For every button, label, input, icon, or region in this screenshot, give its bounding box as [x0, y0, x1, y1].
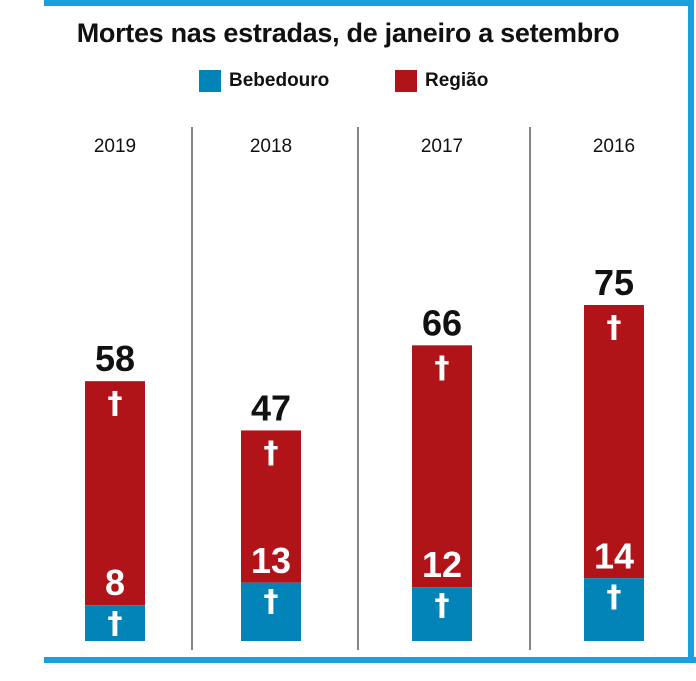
bar-bebedouro-2017 [412, 587, 472, 641]
frame-bottom-border [44, 657, 696, 663]
total-label-2018: 47 [251, 387, 291, 428]
dagger-icon: † [108, 606, 123, 641]
bebedouro-label-2016: 14 [594, 535, 634, 576]
bebedouro-label-2019: 8 [105, 562, 125, 603]
frame-top-border [44, 0, 694, 6]
bar-bebedouro-2019 [85, 605, 145, 641]
legend-swatch-bebedouro [199, 70, 221, 92]
legend-label-regiao: Região [425, 70, 489, 91]
dagger-icon: † [435, 588, 450, 623]
dagger-icon: † [264, 584, 279, 619]
bar-regiao-2019 [85, 381, 145, 606]
total-label-2017: 66 [422, 302, 462, 343]
total-label-2019: 58 [95, 338, 135, 379]
year-label-2016: 2016 [593, 136, 635, 157]
legend-swatch-regiao [395, 70, 417, 92]
year-label-2018: 2018 [250, 136, 292, 157]
bar-bebedouro-2016 [584, 578, 644, 641]
dagger-icon: † [435, 350, 450, 385]
dagger-icon: † [108, 386, 123, 421]
legend-label-bebedouro: Bebedouro [229, 70, 330, 91]
bar-regiao-2018 [241, 430, 301, 583]
bebedouro-label-2017: 12 [422, 544, 462, 585]
legend-item-bebedouro: Bebedouro [199, 70, 329, 92]
bebedouro-label-2018: 13 [251, 540, 291, 581]
dagger-icon: † [607, 310, 622, 345]
chart-title: Mortes nas estradas, de janeiro a setemb… [76, 18, 620, 48]
bar-bebedouro-2018 [241, 582, 301, 641]
bar-regiao-2016 [584, 305, 644, 579]
dagger-icon: † [607, 579, 622, 614]
frame-right-border [688, 0, 694, 663]
year-label-2017: 2017 [421, 136, 463, 157]
dagger-icon: † [264, 435, 279, 470]
year-label-2019: 2019 [94, 136, 136, 157]
bar-regiao-2017 [412, 345, 472, 588]
legend: Bebedouro Região [0, 70, 696, 96]
total-label-2016: 75 [594, 262, 634, 303]
legend-item-regiao: Região [395, 70, 488, 92]
